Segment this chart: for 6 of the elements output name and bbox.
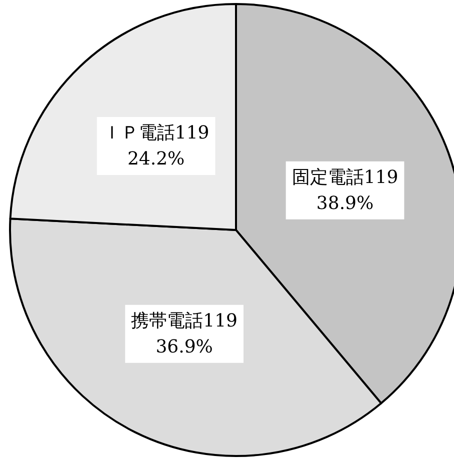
data-label: 24.2% <box>127 148 185 170</box>
data-label: 36.9% <box>156 336 213 358</box>
slice-label: 携帯電話119 <box>131 310 238 332</box>
slice-label: ＩＰ電話119 <box>102 122 210 144</box>
data-label: 38.9% <box>316 192 374 214</box>
slice-label: 固定電話119 <box>292 166 398 188</box>
